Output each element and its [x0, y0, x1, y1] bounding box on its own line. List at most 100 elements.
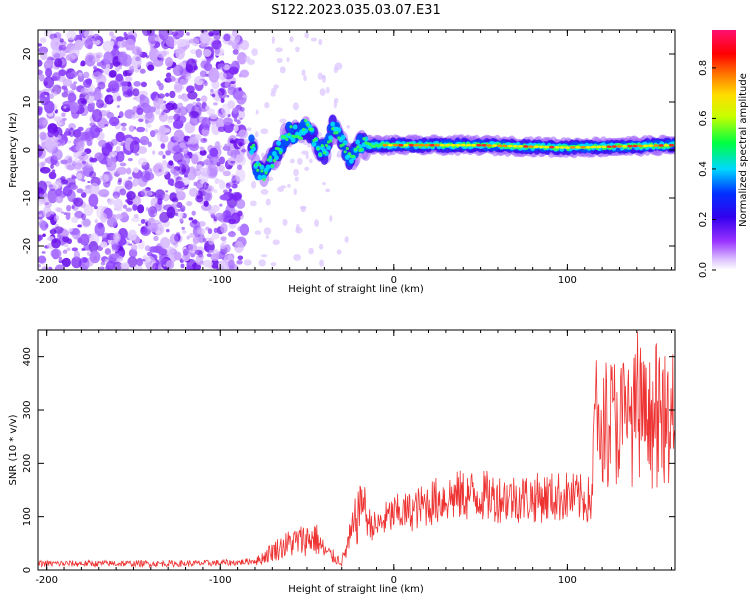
noise-blob	[115, 73, 124, 82]
noise-blob	[52, 72, 61, 81]
noise-blob	[38, 199, 44, 206]
ridge-core-cell	[481, 143, 487, 147]
noise-blob	[38, 214, 43, 218]
ridge-cell	[662, 145, 666, 149]
noise-blob	[128, 176, 133, 180]
noise-blob	[176, 212, 184, 218]
noise-blob	[80, 87, 89, 95]
noise-blob	[136, 257, 144, 267]
noise-blob	[125, 207, 133, 212]
noise-blob	[254, 230, 262, 235]
noise-blob	[217, 113, 221, 116]
noise-blob	[158, 150, 164, 156]
ridge-core-cell	[569, 146, 576, 149]
noise-blob	[293, 253, 302, 261]
noise-blob	[154, 36, 160, 42]
x-tick-label: 100	[558, 275, 577, 286]
chart-title: S122.2023.035.03.07.E31	[271, 3, 440, 18]
noise-blob	[200, 167, 210, 177]
noise-blob	[120, 211, 128, 218]
ridge-core-cell	[429, 143, 435, 147]
noise-blob	[165, 150, 171, 156]
noise-blob	[41, 251, 46, 254]
noise-blob	[197, 80, 204, 84]
noise-blob	[239, 117, 243, 120]
noise-blob	[157, 93, 166, 99]
noise-blob	[170, 168, 177, 174]
colorbar-tick-label: 0.4	[698, 161, 709, 177]
y-tick-label: -10	[22, 190, 33, 206]
noise-blob	[117, 51, 128, 64]
noise-blob	[208, 113, 218, 120]
noise-blob	[115, 131, 125, 143]
noise-blob	[40, 51, 48, 61]
noise-blob	[73, 81, 78, 85]
noise-blob	[76, 188, 84, 194]
noise-blob	[127, 229, 137, 241]
noise-blob	[82, 71, 90, 79]
noise-blob	[264, 102, 270, 109]
noise-blob	[158, 112, 168, 123]
noise-blob	[220, 223, 228, 234]
noise-blob	[310, 37, 318, 42]
noise-blob	[210, 88, 214, 93]
noise-blob	[104, 248, 111, 255]
noise-blob	[237, 210, 243, 217]
noise-blob	[203, 200, 209, 207]
noise-blob	[275, 47, 283, 53]
noise-blob	[198, 220, 206, 227]
noise-blob	[131, 244, 138, 252]
noise-blob	[186, 31, 190, 36]
noise-blob	[192, 235, 200, 245]
noise-blob	[177, 94, 183, 99]
noise-blob	[211, 232, 220, 240]
noise-blob	[202, 182, 209, 190]
noise-blob	[116, 166, 127, 175]
noise-blob	[50, 37, 62, 51]
noise-blob	[89, 250, 101, 264]
ridge-core-cell	[611, 145, 617, 148]
noise-blob	[188, 187, 199, 197]
ridge-cell	[310, 127, 314, 131]
spectrogram-xlabel: Height of straight line (km)	[288, 284, 424, 295]
ridge-cell	[311, 141, 317, 147]
noise-blob	[217, 63, 226, 70]
noise-blob	[238, 87, 242, 92]
noise-blob	[236, 259, 243, 265]
noise-blob	[321, 75, 326, 79]
ridge-cell	[262, 178, 266, 182]
noise-blob	[60, 176, 66, 182]
noise-blob	[289, 158, 295, 164]
ridge-core-cell	[554, 146, 560, 149]
noise-blob	[49, 184, 54, 188]
noise-blob	[178, 164, 187, 175]
noise-blob	[229, 140, 236, 144]
noise-blob	[287, 184, 291, 188]
noise-blob	[203, 62, 213, 72]
noise-blob	[222, 145, 231, 151]
noise-blob	[76, 150, 83, 156]
noise-blob	[165, 190, 169, 193]
noise-blob	[84, 38, 94, 49]
noise-blob	[234, 124, 239, 127]
ridge-core-cell	[580, 145, 586, 149]
noise-blob	[54, 264, 65, 270]
noise-blob	[119, 188, 127, 196]
noise-blob	[67, 140, 72, 144]
snr-xlabel: Height of straight line (km)	[288, 584, 424, 595]
noise-blob	[200, 203, 212, 211]
noise-blob	[238, 142, 243, 147]
y-tick-label: 300	[22, 400, 33, 419]
ridge-core-cell	[668, 143, 675, 147]
noise-blob	[38, 125, 43, 130]
snr-ticks: -200 -100 0 100 0 100 200 300 400	[22, 330, 675, 586]
noise-blob	[105, 141, 114, 150]
noise-blob	[61, 112, 66, 118]
noise-blob	[140, 227, 148, 235]
noise-blob	[214, 177, 220, 185]
noise-blob	[179, 78, 186, 85]
noise-blob	[91, 108, 103, 123]
ridge-core-cell	[653, 144, 659, 147]
noise-blob	[171, 103, 178, 110]
noise-blob	[243, 259, 252, 266]
